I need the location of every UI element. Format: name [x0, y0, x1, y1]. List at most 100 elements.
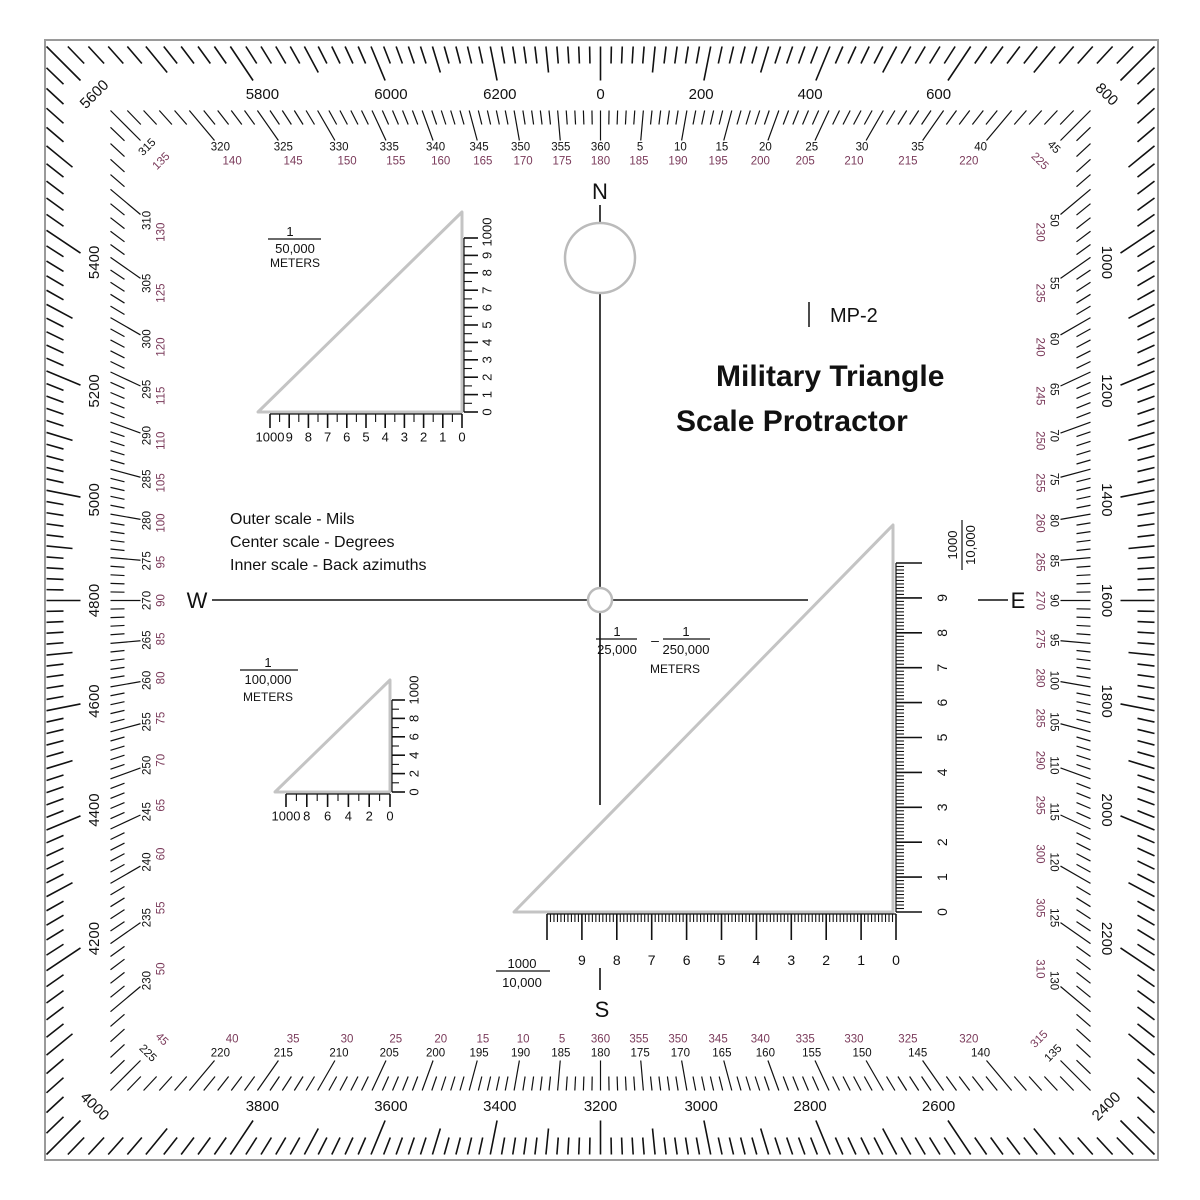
degree-tick: [371, 110, 387, 141]
mils-tick: [1096, 45, 1114, 65]
degree-tick: [110, 1028, 125, 1043]
mils-tick: [1119, 1119, 1156, 1156]
scale-label: 1: [439, 430, 446, 445]
mils-tick: [673, 1137, 678, 1155]
degree-label: 140: [971, 1048, 990, 1060]
degree-tick: [723, 1060, 733, 1091]
mils-tick: [45, 45, 82, 82]
degree-tick: [1076, 504, 1091, 509]
back-azimuth-label: 325: [898, 1034, 917, 1046]
degree-tick: [985, 110, 998, 125]
mils-tick: [1137, 407, 1155, 416]
degree-tick: [110, 897, 125, 908]
mils-tick: [947, 1120, 972, 1155]
mils-tick: [46, 728, 64, 735]
back-azimuth-label: 95: [156, 556, 168, 569]
mils-tick: [489, 1120, 498, 1155]
degree-tick: [557, 110, 561, 141]
degree-tick: [624, 110, 627, 125]
scale-label: 5: [934, 733, 950, 741]
mils-tick: [1136, 126, 1156, 143]
mils-tick: [1137, 914, 1155, 926]
degree-tick: [1076, 754, 1091, 761]
degree-tick: [1076, 897, 1091, 908]
degree-tick: [792, 110, 800, 125]
mils-label: 6000: [374, 86, 407, 103]
back-azimuth-label: 145: [284, 156, 303, 168]
degree-label: 320: [211, 142, 230, 154]
degree-tick: [513, 110, 520, 141]
mils-tick: [1137, 213, 1155, 227]
back-azimuth-label: 165: [473, 156, 492, 168]
back-azimuth-label: 235: [1034, 284, 1046, 303]
degree-tick: [110, 158, 125, 173]
mils-tick: [900, 46, 912, 64]
back-azimuth-label: 175: [552, 156, 571, 168]
mils-tick: [1137, 331, 1155, 341]
mils-tick: [717, 46, 723, 64]
degree-tick: [174, 1076, 188, 1091]
degree-label: 150: [852, 1048, 871, 1060]
degree-label: 145: [908, 1048, 927, 1060]
mils-tick: [1137, 511, 1155, 517]
mils-tick: [1033, 1127, 1056, 1156]
scale-label: 6: [324, 809, 331, 824]
degree-tick: [922, 1060, 945, 1091]
mils-tick: [785, 46, 794, 64]
degree-tick: [317, 1060, 336, 1091]
mils-tick: [289, 46, 301, 64]
degree-tick: [658, 1076, 662, 1091]
mils-tick: [46, 419, 64, 427]
scale-label: 4: [345, 809, 352, 824]
degree-tick: [681, 110, 688, 141]
degree-tick: [110, 754, 125, 761]
degree-tick: [477, 110, 483, 125]
degree-label: 340: [426, 142, 445, 154]
degree-tick: [110, 865, 141, 884]
mils-tick: [107, 45, 124, 65]
legend-inner-scale: Inner scale - Back azimuths: [230, 557, 427, 574]
degree-tick: [174, 110, 188, 125]
degree-tick: [814, 110, 830, 141]
degree-tick: [1076, 763, 1091, 770]
degree-tick: [1076, 548, 1091, 552]
mils-tick: [46, 651, 73, 656]
mils-tick: [620, 1137, 624, 1155]
mils-tick: [317, 1137, 328, 1155]
degree-tick: [921, 110, 932, 125]
mils-tick: [641, 46, 645, 64]
degree-tick: [1076, 522, 1091, 526]
mils-tick: [1137, 631, 1155, 634]
degree-tick: [110, 256, 141, 279]
mils-tick: [46, 703, 81, 712]
mils-tick: [87, 1136, 105, 1156]
mils-tick: [1137, 260, 1155, 273]
mils-tick: [419, 1137, 427, 1155]
mils-tick: [382, 46, 392, 64]
degree-tick: [666, 1076, 670, 1091]
back-azimuth-label: 345: [709, 1034, 728, 1046]
mils-tick: [46, 455, 64, 462]
degree-tick: [1076, 531, 1091, 535]
mils-tick: [900, 1137, 912, 1155]
mils-tick: [1137, 684, 1155, 690]
mils-tick: [1137, 567, 1155, 570]
mils-tick: [641, 1137, 645, 1155]
degree-tick: [1060, 256, 1091, 279]
degree-tick: [1060, 468, 1091, 478]
mils-tick: [620, 46, 624, 64]
degree-tick: [531, 110, 535, 125]
mils-tick: [1023, 46, 1038, 64]
mils-tick: [213, 1137, 227, 1155]
degree-tick: [1076, 230, 1091, 243]
degree-tick: [110, 293, 125, 304]
mils-tick: [1128, 882, 1155, 898]
degree-tick: [565, 1076, 568, 1091]
degree-tick: [110, 709, 125, 715]
back-azimuth-label: 35: [287, 1034, 300, 1046]
mils-tick: [1006, 1137, 1021, 1155]
mils-tick: [534, 1137, 538, 1155]
mils-tick: [443, 1137, 450, 1155]
mils-label: 1000: [1098, 246, 1115, 279]
degree-tick: [110, 736, 125, 742]
